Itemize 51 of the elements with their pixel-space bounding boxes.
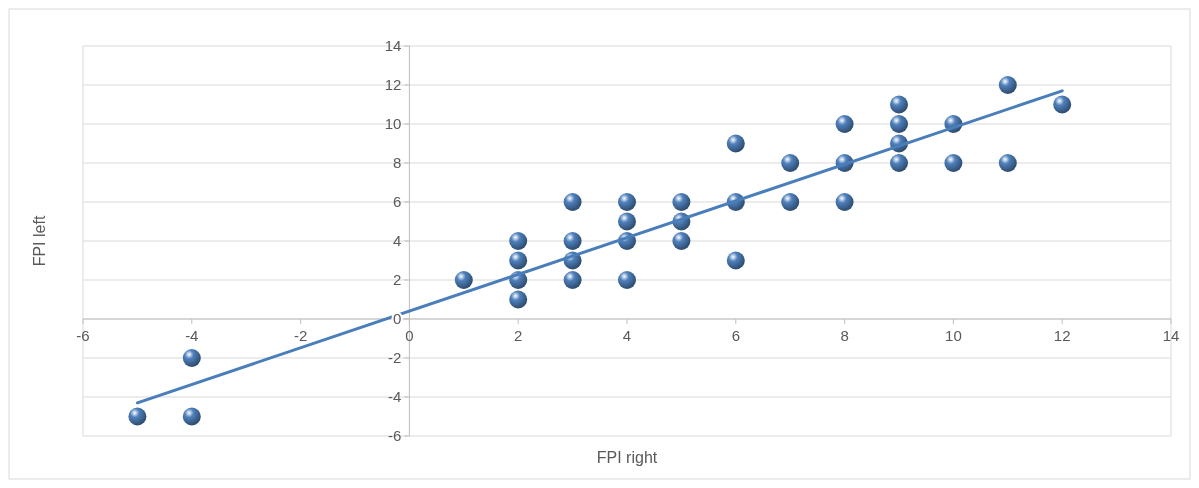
- y-tick-label: -4: [388, 388, 402, 405]
- point: [998, 154, 1017, 172]
- x-tick-label: 6: [731, 327, 740, 344]
- point: [672, 232, 691, 250]
- point: [890, 154, 908, 172]
- point: [563, 193, 582, 211]
- point: [454, 271, 473, 289]
- point: [890, 95, 908, 114]
- point: [618, 212, 636, 231]
- point: [618, 271, 636, 289]
- x-tick-label: 4: [622, 327, 632, 344]
- point: [890, 115, 908, 133]
- point: [509, 290, 528, 309]
- point: [563, 271, 582, 289]
- x-tick-label: 12: [1053, 327, 1071, 344]
- x-tick-label: 10: [945, 327, 962, 344]
- y-tick-label: -2: [388, 349, 402, 366]
- point: [835, 193, 854, 211]
- y-tick-label: 8: [393, 154, 402, 171]
- point: [672, 193, 691, 211]
- x-tick-label: 14: [1162, 327, 1180, 344]
- point: [1053, 95, 1072, 114]
- y-tick-label: 12: [384, 76, 402, 93]
- x-tick-label: 0: [405, 327, 414, 344]
- x-tick-label: -4: [185, 327, 199, 344]
- point: [128, 407, 147, 426]
- point: [182, 407, 201, 426]
- point: [781, 193, 800, 211]
- point: [618, 193, 636, 211]
- x-tick-label: 8: [840, 327, 849, 344]
- point: [726, 251, 745, 270]
- y-tick-label: 2: [393, 271, 402, 288]
- y-axis-title: FPI left: [31, 215, 48, 267]
- y-tick-label: -6: [388, 427, 402, 444]
- point: [509, 232, 528, 250]
- point: [182, 349, 201, 367]
- x-tick-label: -2: [293, 327, 308, 344]
- y-tick-label: 10: [384, 115, 402, 132]
- y-tick-label: 14: [384, 37, 402, 54]
- point: [835, 115, 854, 133]
- point: [998, 76, 1017, 94]
- point: [726, 134, 745, 153]
- point: [563, 232, 582, 250]
- point: [509, 251, 528, 270]
- x-tick-label: 2: [514, 327, 523, 344]
- x-axis-title: FPI right: [596, 449, 658, 466]
- point: [944, 154, 963, 172]
- x-tick-label: -6: [76, 327, 90, 344]
- y-tick-label: 6: [393, 193, 402, 210]
- y-tick-label: 4: [393, 232, 402, 249]
- point: [781, 154, 800, 172]
